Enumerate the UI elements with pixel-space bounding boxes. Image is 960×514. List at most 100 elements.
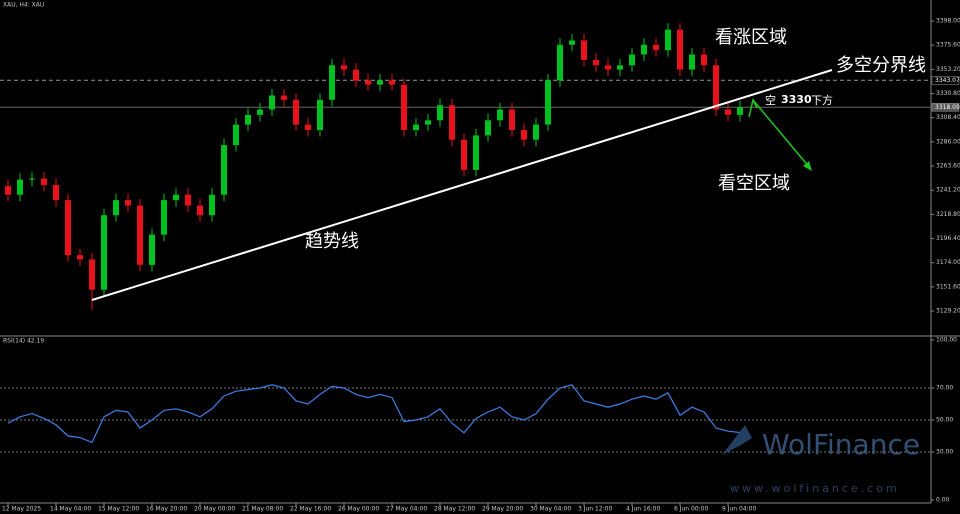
candle-body [305, 124, 311, 131]
watermark-brand: WolFinance [762, 428, 920, 461]
candle-body [677, 29, 683, 70]
candle-body [605, 65, 611, 70]
x-tick-label: 9 Jun 04:00 [722, 506, 756, 513]
watermark-site: www.wolfinance.com [730, 482, 900, 495]
candle-body [425, 120, 431, 125]
candle-body [77, 255, 83, 260]
candle-body [473, 135, 479, 170]
candle-body [497, 109, 503, 121]
candle-body [53, 185, 59, 201]
watermark-logo [722, 425, 752, 455]
candle-body [557, 44, 563, 81]
level-label: 3330 [781, 93, 812, 106]
candle-body [197, 205, 203, 216]
candle-body [137, 205, 143, 265]
candle-body [113, 200, 119, 216]
y-tick-label: 3398.00 [936, 18, 960, 25]
y-tick-label: 70.00 [936, 385, 953, 392]
candle-body [101, 215, 107, 290]
y-tick-label: 3375.60 [936, 42, 960, 49]
x-tick-label: 21 May 08:00 [242, 506, 283, 513]
candle-body [737, 107, 743, 115]
y-tick-label: 3218.80 [936, 211, 960, 218]
x-tick-label: 26 May 00:00 [338, 506, 379, 513]
candle-body [221, 145, 227, 195]
candle-body [689, 54, 695, 70]
candle-body [389, 80, 395, 85]
candle-body [161, 200, 167, 235]
x-tick-label: 6 Jun 00:00 [674, 506, 708, 513]
candle-body [245, 114, 251, 125]
price-label: 3318.09 [935, 104, 960, 111]
candle-body [293, 99, 299, 125]
candle-body [173, 194, 179, 201]
candle-body [413, 124, 419, 131]
candle-body [653, 44, 659, 51]
x-tick-label: 30 May 04:00 [530, 506, 571, 513]
candle-body [401, 84, 407, 131]
candle-body [29, 178, 35, 180]
chart-title: XAU, H4: XAU [3, 2, 44, 9]
x-tick-label: 15 May 12:00 [98, 506, 139, 513]
candle-body [641, 44, 647, 55]
divider-label: 多空分界线 [836, 55, 926, 76]
candle-body [89, 259, 95, 290]
x-tick-label: 28 May 12:00 [434, 506, 475, 513]
candle-body [341, 65, 347, 70]
x-tick-label: 4 Jun 16:00 [626, 506, 660, 513]
candle-body [725, 109, 731, 115]
y-tick-label: 3151.60 [936, 283, 960, 290]
candle-body [5, 186, 11, 195]
candle-body [533, 124, 539, 140]
candle-body [185, 194, 191, 206]
candle-body [461, 139, 467, 170]
bull-zone: 看涨区域 [715, 27, 787, 48]
candle-body [485, 120, 491, 136]
candle-body [281, 95, 287, 100]
below-label: 下方 [811, 93, 833, 107]
candle-body [365, 80, 371, 85]
x-tick-label: 20 May 00:00 [194, 506, 235, 513]
candle-body [233, 124, 239, 146]
candle-body [41, 178, 47, 186]
price-label-box [931, 76, 960, 85]
bear-zone: 看空区域 [718, 173, 790, 194]
candle-body [329, 65, 335, 100]
x-tick-label: 12 May 2025 [2, 506, 41, 513]
candle-body [521, 130, 527, 140]
short-label: 空 [765, 93, 776, 107]
y-tick-label: 3196.40 [936, 235, 960, 242]
y-tick-label: 3129.20 [936, 308, 960, 315]
plot: 3398.00 3375.60 3353.20 3330.80 3308.40 3286.… [0, 18, 960, 513]
rsi-line [7, 384, 741, 444]
candle-body [17, 179, 23, 195]
trend-label: 趋势线 [305, 231, 359, 252]
y-tick-label: 50.00 [936, 417, 953, 424]
x-tick-label: 14 May 04:00 [50, 506, 91, 513]
candle-body [125, 200, 131, 206]
x-tick-label: 22 May 16:00 [290, 506, 331, 513]
candle-body [209, 194, 215, 216]
arrow-head [803, 161, 812, 171]
x-tick-label: 16 May 20:00 [146, 506, 187, 513]
x-tick-label: 27 May 04:00 [386, 506, 427, 513]
candle-body [617, 65, 623, 70]
candle-body [317, 99, 323, 131]
rsi-title: RSI(14) 42.19 [3, 338, 44, 345]
y-tick-label: 30.00 [936, 449, 953, 456]
y-tick-label: 0.00 [936, 497, 950, 504]
x-tick-label: 29 May 20:00 [482, 506, 523, 513]
y-tick-label: 3241.20 [936, 187, 960, 194]
y-tick-label: 3263.60 [936, 163, 960, 170]
y-tick-label: 3174.00 [936, 259, 960, 266]
candle-body [257, 109, 263, 115]
y-tick-label: 3353.20 [936, 66, 960, 73]
candle-body [509, 109, 515, 131]
price-label-box [931, 103, 960, 112]
candle-body [353, 69, 359, 81]
candle-body [665, 29, 671, 51]
candle-body [713, 65, 719, 110]
candle-body [581, 40, 587, 60]
